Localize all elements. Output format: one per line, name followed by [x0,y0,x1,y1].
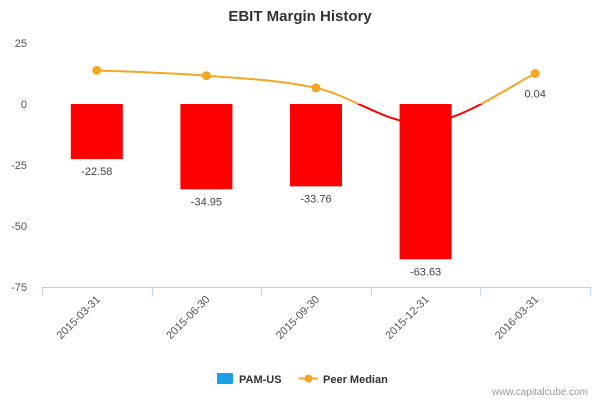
line-data-label: 0.04 [524,89,545,101]
bar[interactable] [399,104,452,260]
bar[interactable] [70,104,123,160]
y-tick-label: -75 [11,282,27,294]
x-tick-label: 2015-09-30 [274,294,322,342]
y-tick-label: -25 [11,160,27,172]
x-axis: 2015-03-31 2015-06-30 2015-09-30 2015-12-31… [42,287,591,342]
y-tick-label: 25 [15,38,27,50]
legend-marker-peer-median[interactable] [304,374,313,383]
bar[interactable] [290,104,342,187]
legend-label-peer-median[interactable]: Peer Median [323,374,388,386]
bar-data-label: -34.95 [191,196,222,208]
peer-median-point[interactable] [311,83,321,93]
peer-median-point[interactable] [201,71,211,81]
x-tick-label: 2015-06-30 [164,294,212,342]
data-labels: -22.58 -34.95 -33.76 -63.63 0.04 [81,89,546,279]
y-tick-label: -50 [11,221,27,233]
y-tick-label: 0 [21,99,27,111]
y-axis: 25 0 -25 -50 -75 [11,38,27,294]
x-tick-label: 2016-03-31 [493,294,541,342]
bar-data-label: -22.58 [81,166,112,178]
x-tick-label: 2015-12-31 [383,294,431,342]
credit-text[interactable]: www.capitalcube.com [491,387,588,398]
bar-data-label: -33.76 [300,193,331,205]
bar[interactable] [180,104,233,190]
legend[interactable]: PAM-US Peer Median [217,373,388,386]
peer-median-point[interactable] [530,69,540,78]
legend-label-pam-us[interactable]: PAM-US [239,374,282,386]
legend-swatch-pam-us[interactable] [217,373,233,384]
bar-data-label: -63.63 [410,266,441,278]
peer-median-line-negative[interactable] [97,70,535,125]
peer-median-point[interactable] [92,65,102,75]
line-series [92,65,540,125]
chart-title: EBIT Margin History [228,8,372,25]
x-tick-label: 2015-03-31 [55,294,103,342]
bar-series [70,104,452,260]
